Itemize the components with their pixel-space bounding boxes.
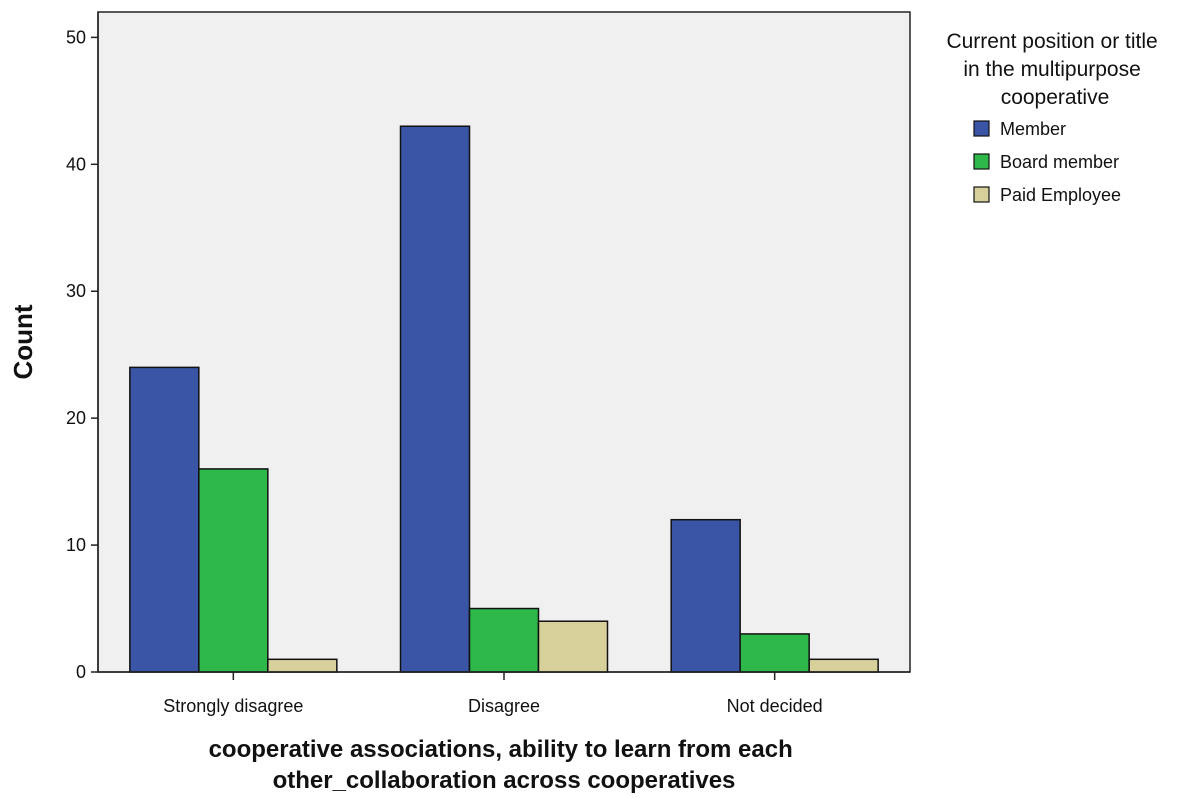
y-axis: 0 10 20 30 40 50 bbox=[66, 12, 99, 682]
legend-items: Member Board member Paid Employee bbox=[973, 119, 1121, 205]
x-axis-title: cooperative associations, ability to lea… bbox=[209, 736, 800, 794]
legend-swatch-member bbox=[973, 120, 990, 137]
y-axis-title: Count bbox=[8, 304, 38, 379]
bar-member-not-decided bbox=[670, 518, 741, 673]
y-tick-label: 30 bbox=[66, 281, 86, 301]
bar-board-member-disagree bbox=[468, 607, 540, 673]
legend-title: Current position or title in the multipu… bbox=[946, 30, 1163, 109]
y-tick-label: 10 bbox=[66, 535, 86, 555]
y-tick-label: 50 bbox=[66, 27, 86, 47]
legend-swatch-paid-employee bbox=[973, 186, 990, 203]
bar-paid-employee-disagree bbox=[537, 620, 609, 673]
legend-label-paid-employee: Paid Employee bbox=[1000, 185, 1121, 205]
bar-paid-employee-not-decided bbox=[808, 658, 879, 673]
x-axis-title-line-1: cooperative associations, ability to lea… bbox=[209, 736, 793, 763]
x-tick-label: Strongly disagree bbox=[163, 696, 303, 716]
bar-board-member-not-decided bbox=[739, 633, 810, 673]
legend-title-line-3: cooperative bbox=[1001, 86, 1110, 109]
bar-board-member-strongly-disagree bbox=[198, 468, 269, 673]
legend: Current position or title in the multipu… bbox=[946, 30, 1163, 205]
legend-label-board-member: Board member bbox=[1000, 152, 1119, 172]
bar-member-strongly-disagree bbox=[129, 366, 200, 673]
y-tick-label: 0 bbox=[76, 662, 86, 682]
bar-member-disagree bbox=[399, 125, 471, 673]
x-axis: Strongly disagree Disagree Not decided bbox=[98, 671, 910, 716]
x-axis-title-line-2: other_collaboration across cooperatives bbox=[273, 767, 736, 794]
legend-title-line-2: in the multipurpose bbox=[963, 58, 1140, 81]
legend-swatch-board-member bbox=[973, 153, 990, 170]
legend-label-member: Member bbox=[1000, 119, 1066, 139]
legend-title-line-1: Current position or title bbox=[946, 30, 1157, 53]
bar-paid-employee-strongly-disagree bbox=[267, 658, 338, 673]
x-tick-label: Not decided bbox=[727, 696, 823, 716]
bars bbox=[129, 125, 879, 673]
y-tick-label: 40 bbox=[66, 154, 86, 174]
x-tick-label: Disagree bbox=[468, 696, 540, 716]
y-tick-label: 20 bbox=[66, 408, 86, 428]
